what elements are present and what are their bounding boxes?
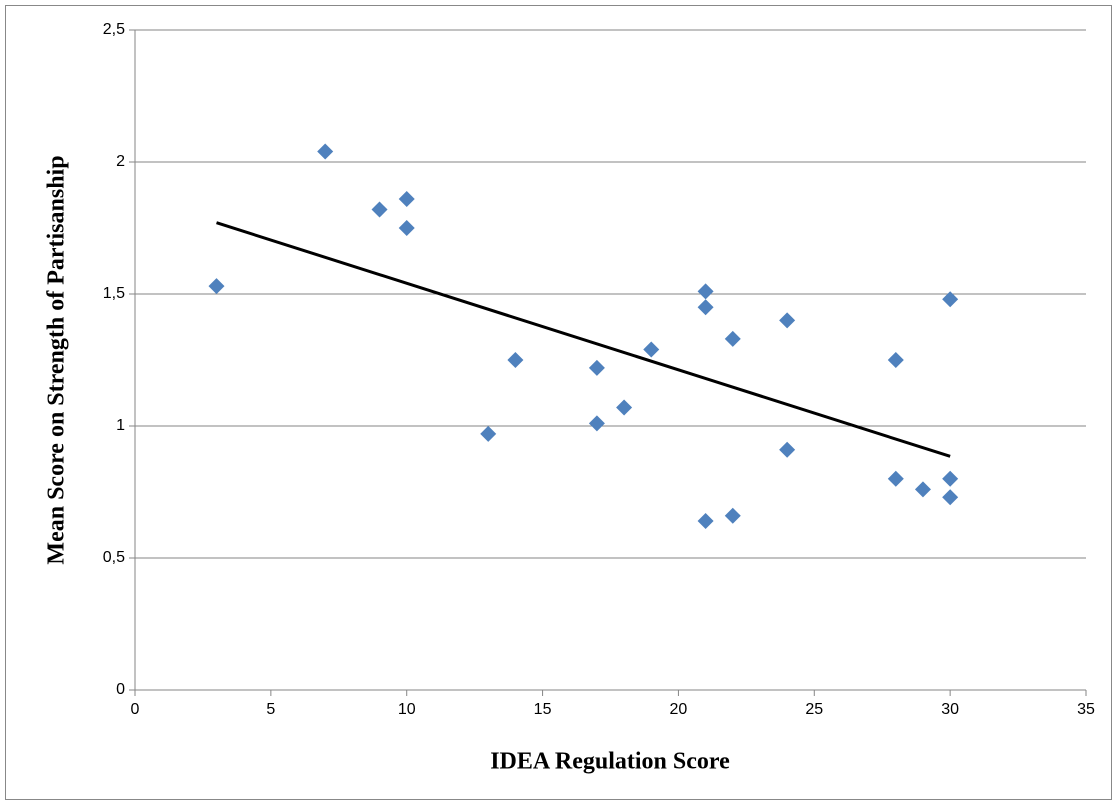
scatter-point — [697, 513, 714, 530]
scatter-point — [371, 201, 388, 218]
y-tick-label: 0,5 — [103, 549, 125, 566]
x-tick-label: 15 — [534, 701, 552, 718]
scatter-point — [507, 352, 524, 368]
x-tick-label: 35 — [1077, 701, 1095, 718]
x-tick-label: 0 — [131, 701, 140, 718]
scatter-point — [588, 415, 605, 432]
x-tick-label: 30 — [941, 701, 959, 718]
scatter-point — [724, 330, 741, 347]
trend-line — [216, 221, 951, 458]
x-tick-label: 20 — [670, 701, 688, 718]
y-tick-label: 0 — [116, 681, 125, 698]
scatter-point — [588, 359, 605, 376]
y-tick-label: 2 — [116, 153, 125, 170]
scatter-point — [697, 283, 714, 300]
scatter-point — [317, 143, 334, 160]
x-tick-label: 25 — [805, 701, 823, 718]
scatter-point — [480, 425, 497, 442]
scatter-point — [942, 489, 959, 506]
y-axis-title: Mean Score on Strength of Partisanship — [44, 155, 70, 564]
y-tick-label: 1,5 — [103, 285, 125, 302]
scatter-point — [887, 352, 904, 368]
scatter-point — [398, 220, 415, 236]
y-tick-label: 2,5 — [103, 21, 125, 38]
scatter-point — [643, 341, 660, 358]
x-tick-label: 10 — [398, 701, 416, 718]
scatter-point — [942, 470, 959, 487]
scatter-point — [697, 299, 714, 316]
scatter-point — [779, 441, 796, 458]
scatter-point — [208, 278, 225, 295]
chart-border — [5, 5, 1112, 800]
scatter-point — [887, 470, 904, 487]
scatter-point — [914, 481, 931, 498]
scatter-point — [779, 312, 796, 329]
y-tick-label: 1 — [116, 417, 125, 434]
scatter-point — [724, 507, 741, 524]
scatter-point — [942, 291, 959, 308]
x-tick-label: 5 — [266, 701, 275, 718]
x-axis-title: IDEA Regulation Score — [490, 749, 730, 775]
scatter-point — [398, 190, 415, 207]
scatter-point — [616, 399, 633, 416]
